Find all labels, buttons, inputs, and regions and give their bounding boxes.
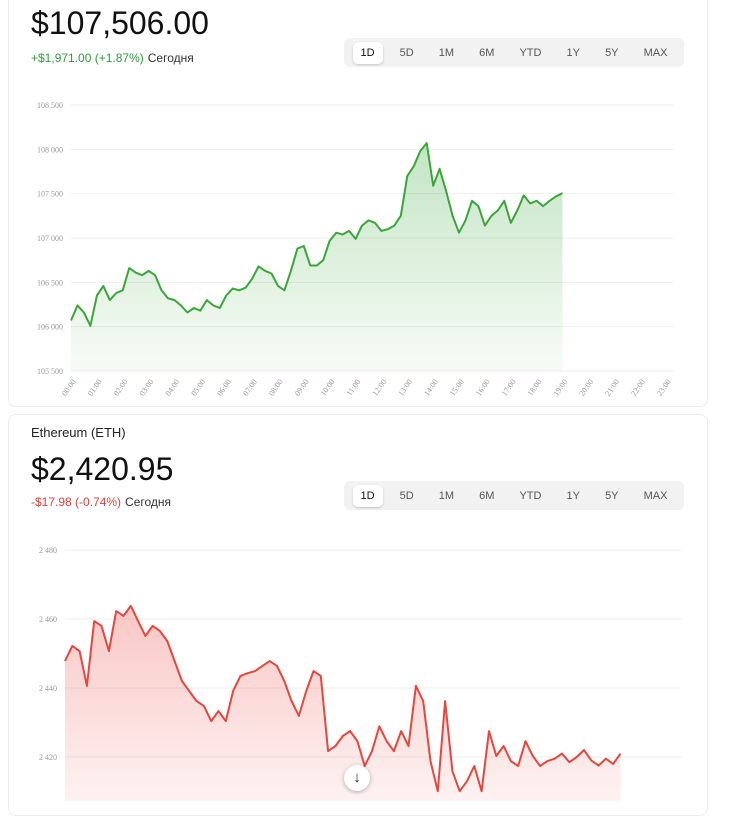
- range-button[interactable]: 1D: [352, 41, 383, 64]
- x-tick-label: 12:00: [370, 378, 388, 398]
- x-tick-label: 06:00: [215, 378, 233, 398]
- range-button[interactable]: 5D: [399, 489, 414, 502]
- range-button[interactable]: 5Y: [605, 46, 619, 59]
- x-tick-label: 17:00: [500, 378, 518, 398]
- x-tick-label: 03:00: [138, 378, 156, 398]
- change: -$17.98 (-0.74%) Сегодня: [31, 495, 171, 509]
- x-tick-label: 18:00: [526, 378, 544, 398]
- range-button[interactable]: 1D: [352, 484, 383, 507]
- bitcoin-card: $107,506.00 +$1,971.00 (+1.87%) Сегодня 1…: [8, 0, 708, 407]
- price-line: [70, 142, 563, 327]
- price: $107,506.00: [31, 5, 209, 41]
- x-tick-label: 22:00: [629, 378, 647, 398]
- chart: 2 420 2 440 2 460 2 480: [39, 546, 681, 801]
- range-button[interactable]: 1M: [438, 489, 455, 502]
- x-tick-label: 16:00: [474, 378, 492, 398]
- price: $2,420.95: [31, 451, 174, 487]
- x-tick-label: 04:00: [164, 378, 182, 398]
- range-buttons: 1D 5D 1M 6M YTD 1Y 5Y MAX: [344, 481, 684, 510]
- x-tick-label: 21:00: [603, 378, 621, 398]
- change-value: +$1,971.00 (+1.87%): [31, 51, 144, 65]
- x-tick-label: 19:00: [552, 378, 570, 398]
- x-tick-label: 14:00: [422, 378, 440, 398]
- y-tick-label: 2 460: [39, 615, 57, 624]
- period: Сегодня: [125, 495, 172, 509]
- x-tick-label: 15:00: [448, 378, 466, 398]
- range-button[interactable]: 5Y: [605, 489, 619, 502]
- y-tick-label: 2 420: [39, 753, 57, 762]
- x-tick-label: 07:00: [241, 378, 259, 398]
- y-tick-label: 107 000: [37, 234, 63, 243]
- range-button[interactable]: 1Y: [566, 46, 580, 59]
- x-tick-label: 01:00: [86, 378, 104, 398]
- change-value: -$17.98 (-0.74%): [31, 495, 122, 509]
- y-tick-label: 108 000: [37, 145, 63, 154]
- range-button[interactable]: MAX: [643, 489, 668, 502]
- x-tick-label: 13:00: [396, 378, 414, 398]
- period: Сегодня: [147, 51, 194, 65]
- x-tick-label: 23:00: [655, 378, 673, 398]
- range-button[interactable]: YTD: [519, 489, 542, 502]
- x-tick-label: 11:00: [345, 378, 363, 398]
- x-tick-label: 09:00: [293, 378, 311, 398]
- y-tick-label: 108 500: [37, 101, 63, 110]
- scroll-down-button[interactable]: ↓: [344, 765, 370, 791]
- x-tick-label: 10:00: [319, 378, 337, 398]
- asset-title: Ethereum (ETH): [31, 425, 126, 440]
- area-fill: [71, 143, 563, 371]
- area-fill: [65, 605, 621, 801]
- range-button[interactable]: YTD: [519, 46, 542, 59]
- y-tick-label: 106 000: [37, 323, 63, 332]
- change: +$1,971.00 (+1.87%) Сегодня: [31, 51, 194, 65]
- y-tick-label: 107 500: [37, 190, 63, 199]
- ethereum-card: Ethereum (ETH) $2,420.95 -$17.98 (-0.74%…: [8, 414, 708, 816]
- price-line: [64, 604, 622, 793]
- x-tick-label: 00:00: [60, 378, 78, 398]
- y-tick-label: 105 500: [37, 367, 63, 376]
- range-button[interactable]: 1M: [438, 46, 455, 59]
- range-button[interactable]: 5D: [399, 46, 414, 59]
- range-button[interactable]: 6M: [479, 46, 495, 59]
- x-tick-label: 02:00: [112, 378, 130, 398]
- x-tick-label: 20:00: [577, 378, 595, 398]
- range-buttons: 1D 5D 1M 6M YTD 1Y 5Y MAX: [344, 38, 684, 67]
- range-button[interactable]: 1Y: [566, 489, 580, 502]
- chart: 105 500 106 000 106 500 107 000 107 500 108 0…: [37, 101, 673, 398]
- x-tick-label: 08:00: [267, 378, 285, 398]
- y-tick-label: 2 440: [39, 684, 57, 693]
- y-tick-label: 2 480: [39, 546, 57, 555]
- y-tick-label: 106 500: [37, 278, 63, 287]
- range-button[interactable]: 6M: [479, 489, 495, 502]
- range-button[interactable]: MAX: [643, 46, 668, 59]
- x-tick-label: 05:00: [189, 378, 207, 398]
